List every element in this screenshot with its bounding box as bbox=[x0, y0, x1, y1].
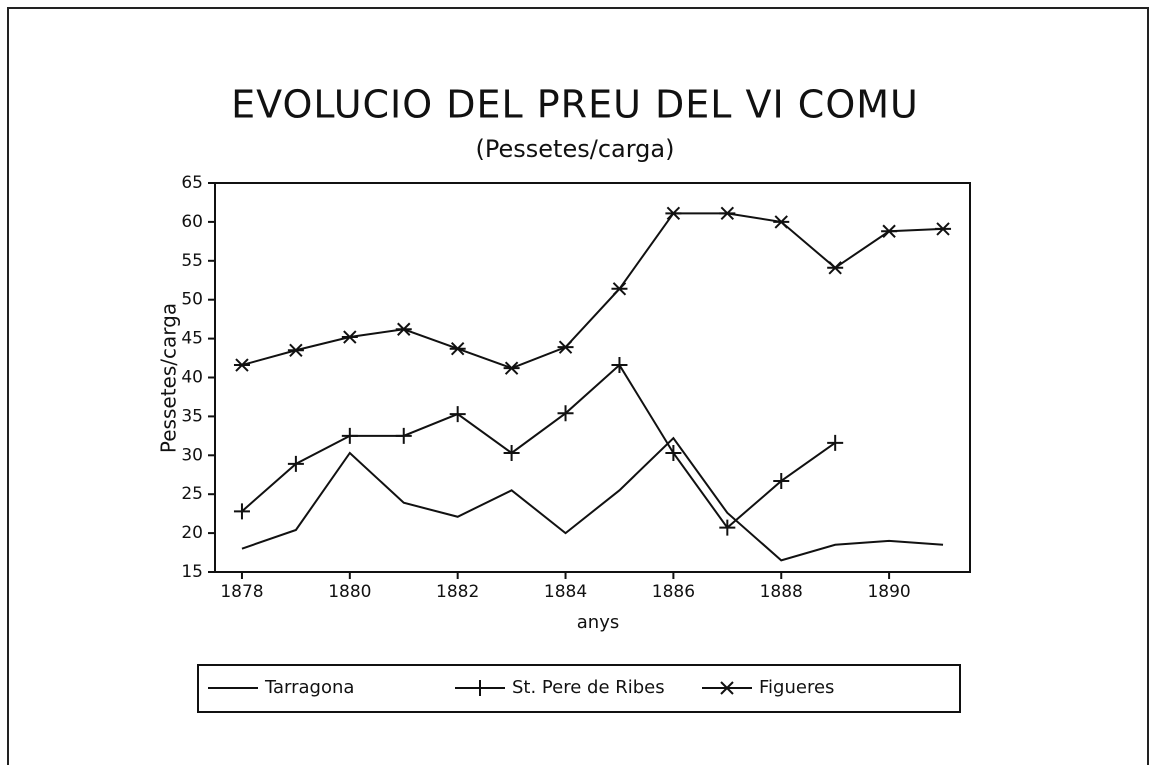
y-tick-label: 40 bbox=[181, 368, 203, 388]
point-marker bbox=[665, 206, 682, 221]
chart-title: EVOLUCIO DEL PREU DEL VI COMU bbox=[231, 83, 919, 127]
chart-subtitle: (Pessetes/carga) bbox=[476, 135, 675, 163]
y-tick-label: 45 bbox=[181, 329, 203, 349]
point-marker bbox=[233, 358, 250, 372]
point-marker bbox=[665, 444, 682, 461]
frame bbox=[7, 7, 1149, 765]
point-marker bbox=[449, 342, 466, 356]
x-tick-label: 1878 bbox=[220, 582, 263, 602]
point-marker bbox=[719, 519, 736, 536]
series-line bbox=[241, 363, 836, 530]
y-tick-label: 25 bbox=[181, 484, 203, 504]
y-tick-label: 55 bbox=[181, 251, 203, 271]
point-marker bbox=[503, 361, 520, 375]
y-tick-label: 15 bbox=[181, 562, 203, 582]
x-tick-label: 1884 bbox=[544, 582, 587, 602]
y-tick-label: 50 bbox=[181, 290, 203, 310]
y-tick-label: 60 bbox=[181, 212, 203, 232]
legend-box bbox=[197, 664, 961, 713]
y-tick-label: 65 bbox=[181, 173, 203, 193]
point-marker bbox=[719, 681, 735, 695]
x-tick-label: 1888 bbox=[760, 582, 803, 602]
point-marker bbox=[233, 503, 250, 520]
point-marker bbox=[827, 434, 844, 451]
x-tick-label: 1886 bbox=[652, 582, 695, 602]
x-tick-label: 1880 bbox=[328, 582, 371, 602]
series-line bbox=[241, 212, 944, 370]
point-marker bbox=[557, 405, 574, 422]
point-marker bbox=[881, 224, 898, 238]
point-marker bbox=[611, 282, 628, 296]
y-tick-label: 30 bbox=[181, 445, 203, 465]
point-marker bbox=[557, 340, 574, 354]
x-tick-label: 1890 bbox=[867, 582, 910, 602]
y-tick-label: 20 bbox=[181, 523, 203, 543]
point-marker bbox=[773, 472, 790, 489]
point-marker bbox=[472, 680, 488, 696]
y-tick-label: 35 bbox=[181, 406, 203, 426]
series-line bbox=[241, 436, 944, 562]
point-marker bbox=[773, 215, 790, 229]
plot-area bbox=[214, 182, 971, 573]
point-marker bbox=[935, 222, 952, 236]
point-marker bbox=[827, 261, 844, 275]
legend-label: Figueres bbox=[759, 677, 834, 698]
point-marker bbox=[719, 206, 736, 221]
point-marker bbox=[287, 455, 304, 472]
x-axis-label: anys bbox=[577, 612, 619, 633]
point-marker bbox=[449, 406, 466, 423]
point-marker bbox=[287, 343, 304, 357]
point-marker bbox=[503, 444, 520, 461]
x-tick-label: 1882 bbox=[436, 582, 479, 602]
legend-label: Tarragona bbox=[264, 677, 354, 698]
point-marker bbox=[341, 427, 358, 444]
point-marker bbox=[611, 357, 628, 374]
point-marker bbox=[341, 330, 358, 344]
point-marker bbox=[395, 427, 412, 444]
y-axis-label: Pessetes/carga bbox=[157, 303, 181, 453]
legend-label: St. Pere de Ribes bbox=[512, 677, 665, 698]
point-marker bbox=[395, 322, 412, 336]
